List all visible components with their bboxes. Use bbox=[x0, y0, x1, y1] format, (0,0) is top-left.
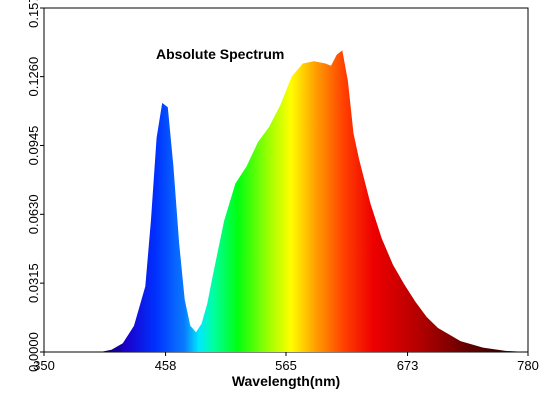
chart-title: Absolute Spectrum bbox=[156, 46, 284, 62]
x-tick-label: 780 bbox=[517, 358, 539, 373]
y-tick-label: 0.0630 bbox=[26, 194, 41, 234]
x-axis-ticks: 350 458 565 673 780 bbox=[33, 352, 539, 373]
x-tick-label: 673 bbox=[397, 358, 419, 373]
y-tick-label: 0.0315 bbox=[26, 263, 41, 303]
x-tick-label: 458 bbox=[155, 358, 177, 373]
x-axis-label: Wavelength(nm) bbox=[232, 373, 340, 389]
y-tick-label: 0.1574 bbox=[26, 0, 41, 28]
y-tick-label: 0.1260 bbox=[26, 57, 41, 97]
x-tick-label: 350 bbox=[33, 358, 55, 373]
y-tick-label: 0.0945 bbox=[26, 126, 41, 166]
y-tick-label: 0.0000 bbox=[26, 332, 41, 372]
x-tick-label: 565 bbox=[275, 358, 297, 373]
spectrum-area bbox=[44, 50, 528, 353]
y-axis-ticks: 0.0000 0.0315 0.0630 0.0945 0.1260 0.1574 bbox=[26, 0, 44, 372]
